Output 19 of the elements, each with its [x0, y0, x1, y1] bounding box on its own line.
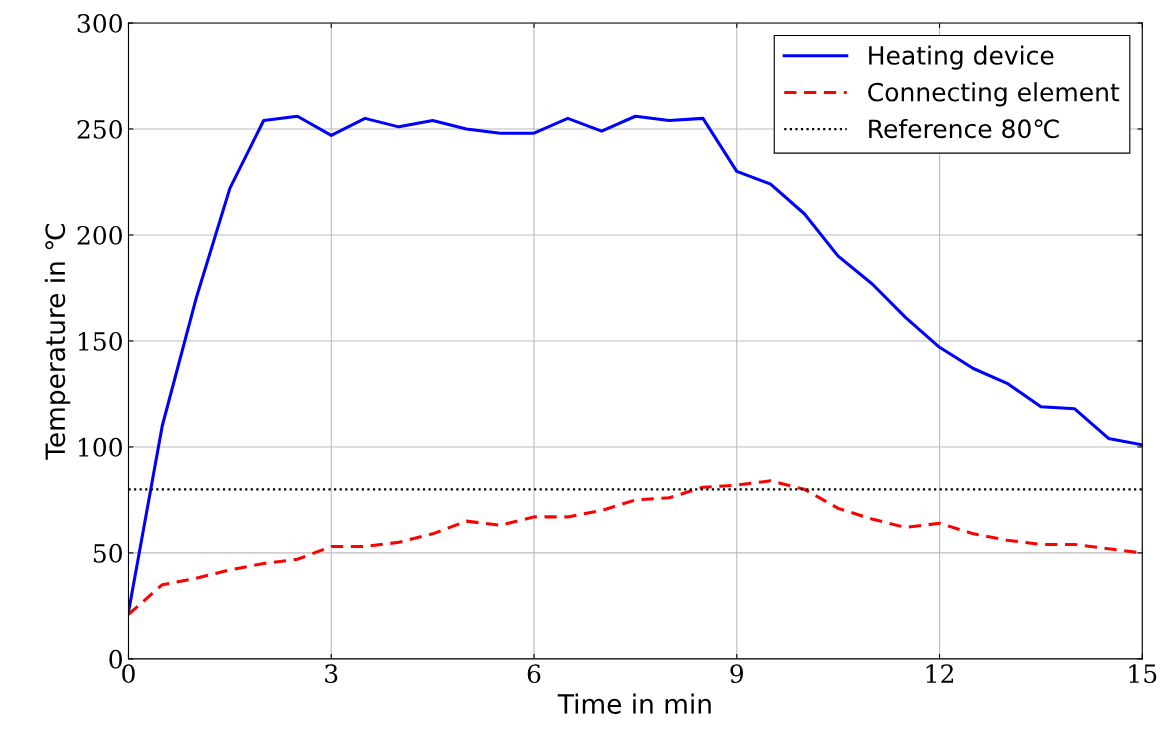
y-tick-label: 150 [78, 331, 122, 351]
y-tick-label: 250 [77, 119, 122, 139]
x-tick-label: 12 [926, 664, 953, 683]
x-axis-title: Time in min [557, 693, 711, 714]
x-tick-label: 15 [1129, 664, 1157, 684]
line-series [128, 114, 1143, 614]
x-tick-label: 0 [122, 664, 135, 684]
legend-label: Heating device [869, 45, 1054, 70]
y-tick-label: 0 [109, 649, 122, 669]
legend-label: Reference 80℃ [869, 118, 1059, 139]
y-tick-label: 200 [77, 225, 122, 245]
y-tick-label: 50 [93, 543, 122, 563]
y-tick-label: 100 [78, 437, 122, 457]
legend-label: Connecting element [868, 82, 1120, 107]
x-tick-label: 3 [325, 664, 338, 684]
y-tick-label: 300 [77, 13, 122, 33]
x-tick-label: 9 [730, 664, 744, 684]
y-axis-title: Temperature in ℃ [44, 224, 71, 460]
x-tick-label: 6 [527, 664, 541, 684]
